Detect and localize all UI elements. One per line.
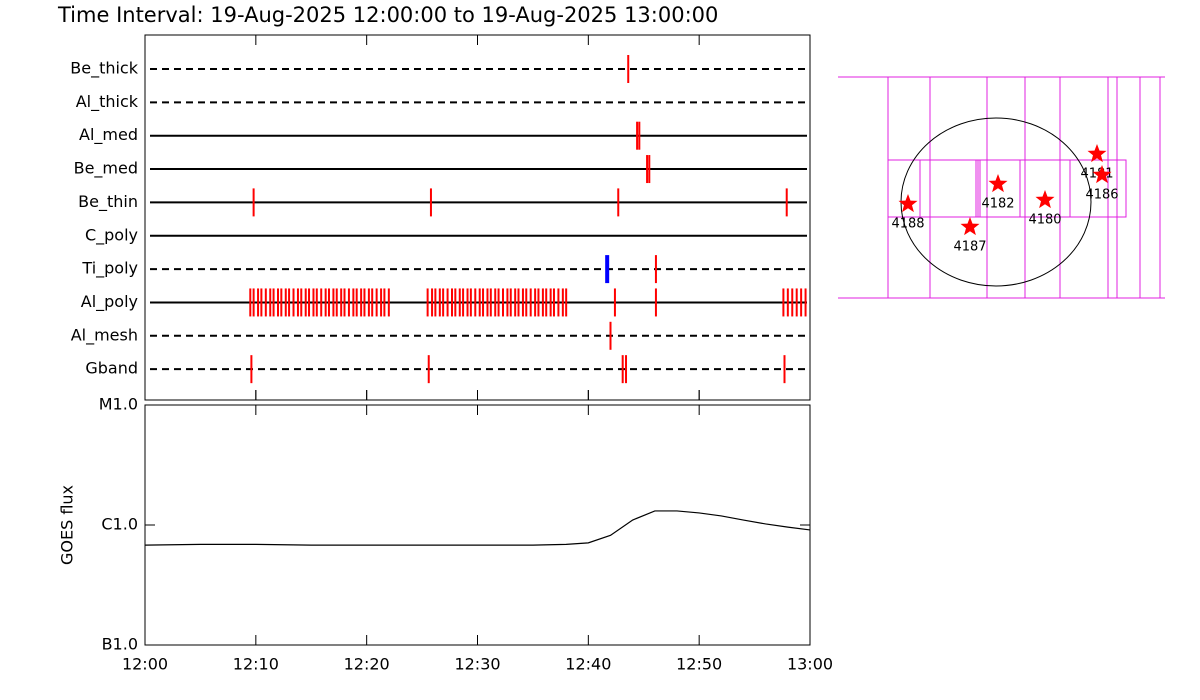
y-tick-label: M1.0 bbox=[99, 395, 138, 414]
x-tick-label: 12:20 bbox=[344, 655, 390, 674]
region-label: 4188 bbox=[891, 217, 924, 232]
x-tick-label: 12:40 bbox=[565, 655, 611, 674]
title: Time Interval: 19-Aug-2025 12:00:00 to 1… bbox=[57, 3, 718, 27]
row-label: Al_thick bbox=[76, 92, 139, 112]
map bbox=[838, 76, 1165, 299]
row-label: Al_mesh bbox=[71, 325, 138, 345]
goes-curve bbox=[144, 510, 811, 546]
x-tick-label: 12:50 bbox=[676, 655, 722, 674]
row-label: Al_poly bbox=[81, 292, 138, 312]
row-label: C_poly bbox=[85, 225, 138, 245]
region-star bbox=[1087, 144, 1107, 163]
fov-box bbox=[1019, 159, 1071, 218]
row-label: Be_thin bbox=[78, 192, 138, 212]
y-axis-label: GOES flux bbox=[58, 485, 77, 565]
timeline-frame bbox=[144, 34, 811, 401]
region-star bbox=[988, 174, 1008, 193]
y-tick-label: C1.0 bbox=[101, 515, 138, 534]
region-star bbox=[960, 217, 980, 236]
fov-box bbox=[1069, 159, 1127, 218]
region-star bbox=[898, 194, 918, 213]
goes-frame bbox=[144, 404, 811, 646]
region-label: 4187 bbox=[953, 240, 986, 255]
fov-box bbox=[919, 159, 979, 218]
row-label: Ti_poly bbox=[81, 259, 138, 279]
region-star bbox=[1035, 190, 1055, 209]
region-label: 4186 bbox=[1085, 188, 1118, 203]
x-tick-label: 12:30 bbox=[454, 655, 500, 674]
row-label: Gband bbox=[85, 359, 138, 378]
x-tick-label: 13:00 bbox=[787, 655, 833, 674]
region-label: 4182 bbox=[981, 197, 1014, 212]
row-label: Be_med bbox=[74, 159, 138, 179]
x-tick-label: 12:00 bbox=[122, 655, 168, 674]
region-label: 4180 bbox=[1028, 213, 1061, 228]
y-tick-label: B1.0 bbox=[102, 635, 138, 654]
row-label: Al_med bbox=[79, 125, 138, 145]
x-tick-label: 12:10 bbox=[233, 655, 279, 674]
row-label: Be_thick bbox=[70, 59, 138, 79]
region-star bbox=[1092, 165, 1112, 184]
